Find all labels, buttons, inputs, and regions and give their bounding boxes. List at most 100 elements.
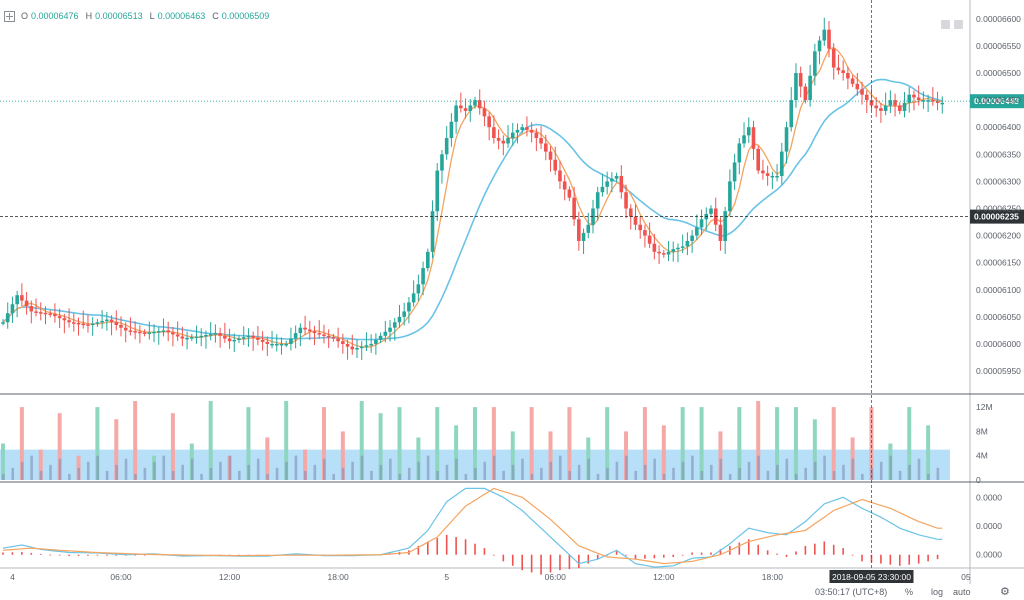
price-tick-label: 0.00005950 — [976, 366, 1021, 376]
close-value: 0.00006509 — [221, 11, 270, 21]
volume-bar — [313, 464, 317, 480]
price-tick-label: 0.00006150 — [976, 258, 1021, 268]
candle-body — [241, 337, 246, 339]
macd-histogram-bar — [464, 539, 467, 555]
candle-body — [902, 102, 907, 111]
candle-body — [48, 313, 52, 315]
macd-histogram-bar — [908, 554, 911, 565]
candle-body — [558, 170, 562, 182]
candle-body — [114, 322, 119, 325]
log-toggle[interactable]: log — [931, 587, 944, 597]
candle-body — [72, 322, 76, 324]
candle-body — [879, 108, 883, 111]
volume-bar — [162, 455, 166, 480]
candle-body — [350, 346, 355, 350]
candle-body — [468, 105, 473, 111]
candle-body — [105, 319, 109, 322]
volume-bar — [492, 455, 496, 480]
volume-bar — [672, 467, 675, 480]
macd-histogram-bar — [549, 554, 552, 573]
candle-body — [109, 319, 114, 323]
candle-body — [888, 100, 893, 106]
candle-body — [737, 143, 742, 163]
volume-bar — [662, 473, 666, 480]
volume-bar — [794, 473, 798, 480]
candle-body — [364, 345, 369, 347]
volume-bar — [642, 407, 647, 480]
macd-histogram-bar — [615, 551, 618, 555]
volume-bar — [776, 464, 779, 480]
candle-body — [572, 197, 576, 220]
macd-histogram-bar — [880, 554, 882, 564]
volume-bar — [247, 464, 251, 480]
candle-body — [690, 235, 694, 241]
price-tick-label: 0.00006250 — [976, 203, 1021, 213]
candle-body — [123, 327, 128, 331]
macd-histogram-bar — [11, 552, 14, 555]
candle-body — [459, 105, 463, 109]
candle-body — [317, 333, 322, 335]
candle-body — [194, 336, 199, 338]
macd-histogram-bar — [776, 553, 778, 555]
volume-bar — [246, 407, 251, 480]
price-tick-label: 0.00006200 — [976, 231, 1021, 241]
candle-body — [161, 330, 166, 332]
volume-bar — [870, 467, 874, 480]
candle-body — [218, 333, 222, 336]
pane-collapse-icon[interactable] — [941, 20, 950, 29]
macd-histogram-bar — [870, 554, 873, 563]
pane-maximize-icon[interactable] — [954, 20, 963, 29]
candle-body — [784, 127, 789, 152]
macd-histogram-bar — [757, 544, 759, 555]
macd-histogram-bar — [474, 543, 476, 555]
percent-toggle[interactable]: % — [905, 587, 914, 597]
candle-body — [369, 343, 373, 346]
candle-body — [95, 322, 100, 324]
candle-body — [487, 116, 491, 128]
candle-body — [926, 100, 930, 102]
candle-body — [898, 105, 902, 111]
candle-body — [761, 170, 765, 174]
macd-histogram-bar — [625, 554, 627, 556]
candle-body — [940, 102, 945, 105]
volume-bar — [510, 431, 515, 480]
gear-icon[interactable]: ⚙ — [1000, 586, 1010, 598]
volume-bar — [738, 467, 741, 480]
candle-body — [482, 108, 487, 117]
auto-toggle[interactable]: auto — [953, 587, 971, 597]
add-indicator-icon[interactable] — [4, 10, 15, 22]
candle-body — [308, 329, 312, 332]
candle-body — [359, 346, 364, 349]
macd-histogram-bar — [87, 554, 89, 556]
volume-bar — [558, 455, 562, 480]
candle-body — [138, 331, 142, 334]
volume-bar — [209, 467, 213, 480]
volume-bar — [813, 461, 817, 480]
bottom-toolbar: 03:50:17 (UTC+8) % log auto ⚙ — [0, 584, 1024, 600]
volume-bar — [710, 464, 713, 480]
candle-body — [374, 339, 378, 344]
candle-body — [156, 331, 161, 333]
volume-tick-label: 4M — [976, 451, 988, 461]
candle-body — [180, 336, 185, 339]
volume-bar — [19, 407, 24, 480]
candle-body — [709, 208, 713, 214]
candle-body — [199, 335, 204, 338]
candle-body — [388, 327, 392, 332]
volume-bar — [170, 413, 175, 480]
crosshair-price-badge — [970, 209, 1024, 224]
macd-histogram-bar — [889, 554, 892, 565]
macd-histogram-bar — [568, 554, 571, 570]
macd-histogram-bar — [710, 552, 712, 555]
candle-body — [76, 322, 81, 325]
volume-bar — [275, 467, 279, 480]
candle-body — [633, 216, 638, 225]
volume-bar — [691, 455, 694, 480]
candle-body — [666, 251, 671, 255]
candle-body — [232, 339, 237, 342]
volume-bar — [200, 473, 203, 480]
candle-body — [38, 312, 43, 314]
volume-bar — [549, 461, 553, 480]
candle-body — [10, 304, 15, 314]
